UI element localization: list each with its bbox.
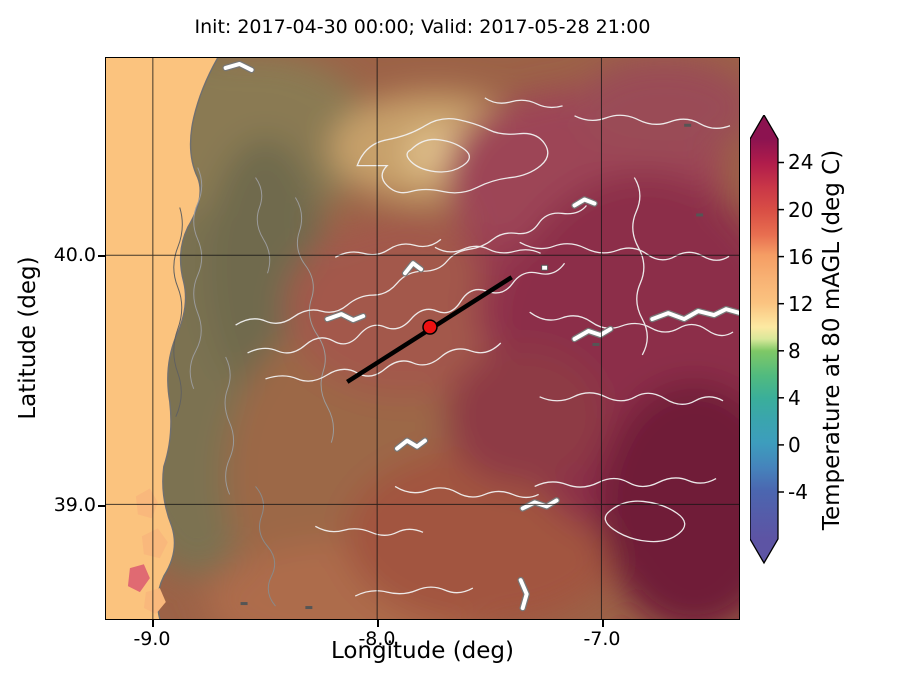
x-axis-label: Longitude (deg) [330,638,514,664]
plot-title: Init: 2017-04-30 00:00; Valid: 2017-05-2… [194,16,651,38]
colorbar-tickmarks [778,161,784,493]
y-tick-label: 39.0 [53,494,96,516]
colorbar-extend-min [750,539,778,563]
x-tickmark [377,620,379,627]
colorbar [749,113,790,565]
temperature-map [106,58,739,619]
grid-lines [106,58,739,619]
x-tick-label: -9.0 [133,628,171,650]
colorbar-gradient [750,139,778,539]
ocean [106,58,218,619]
coastal-warm-patches [127,488,168,615]
colorbar-tick-label: 16 [788,245,814,269]
map-axes [105,57,740,620]
x-tick-label: -7.0 [583,628,621,650]
colorbar-tick-label: 20 [788,198,814,222]
colorbar-label: Temperature at 80 mAGL (deg C) [819,149,845,531]
y-tickmark [98,255,105,257]
colorbar-tick-label: 24 [788,150,814,174]
colorbar-tick-label: -4 [788,480,808,504]
colorbar-extend-max [750,115,778,139]
point-marker [422,319,438,335]
y-tickmark [98,505,105,507]
colorbar-graphic [749,113,784,565]
colorbar-tick-label: 12 [788,292,814,316]
x-tickmark [152,620,154,627]
colorbar-tick-label: 8 [788,339,801,363]
x-tick-label: -8.0 [358,628,396,650]
colorbar-tick-label: 4 [788,386,801,410]
settlement-marks [240,123,704,610]
colorbar-outline [749,113,779,565]
y-tick-label: 40.0 [53,244,96,266]
x-tickmark [602,620,604,627]
y-axis-label: Latitude (deg) [15,256,41,420]
colorbar-tick-label: 0 [788,433,801,457]
